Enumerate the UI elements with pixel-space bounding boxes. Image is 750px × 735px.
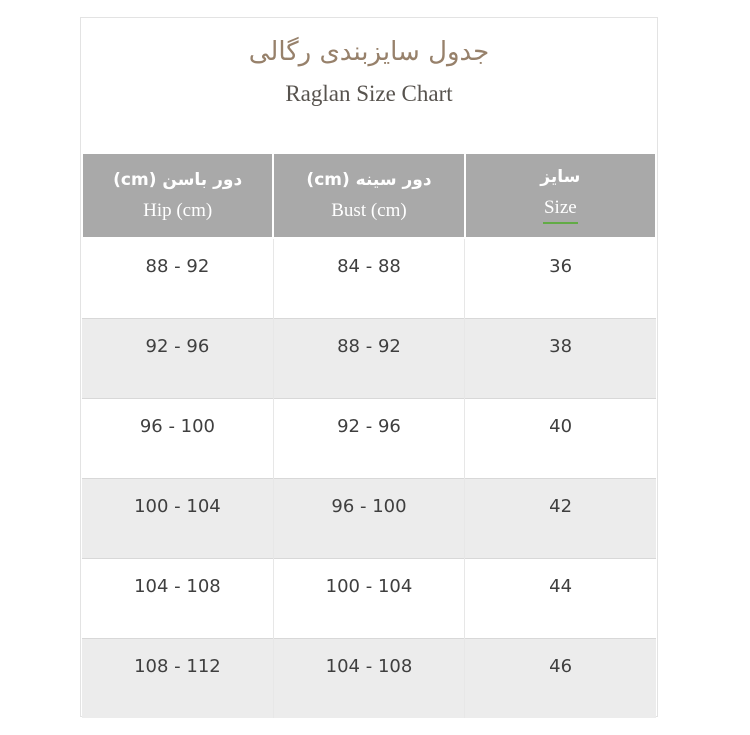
table-cell-bust: 104 - 108 xyxy=(272,637,465,718)
header-row: دور باسن (cm) Hip (cm) دور سینه (cm) Bus… xyxy=(80,152,658,239)
column-header-hip: دور باسن (cm) Hip (cm) xyxy=(80,152,275,239)
table-row: 108 - 112 104 - 108 46 xyxy=(82,637,656,718)
table-cell-size: 42 xyxy=(464,477,656,558)
size-header-persian: سایز xyxy=(540,167,581,187)
table-cell-hip: 88 - 92 xyxy=(82,237,274,318)
table-cell-hip: 92 - 96 xyxy=(82,317,274,398)
table-header: دور باسن (cm) Hip (cm) دور سینه (cm) Bus… xyxy=(80,152,658,239)
table-cell-hip: 96 - 100 xyxy=(82,397,274,478)
table-cell-size: 44 xyxy=(464,557,656,638)
table-cell-size: 46 xyxy=(464,637,656,718)
size-chart-panel: جدول سایزبندی رگالی Raglan Size Chart دو… xyxy=(80,17,658,718)
table-cell-hip: 104 - 108 xyxy=(82,557,274,638)
table-row: 100 - 104 96 - 100 42 xyxy=(82,477,656,558)
page-title-english: Raglan Size Chart xyxy=(285,81,453,106)
table-cell-size: 38 xyxy=(464,317,656,398)
table-cell-size: 40 xyxy=(464,397,656,478)
table-cell-bust: 88 - 92 xyxy=(272,317,465,398)
bust-header-persian: دور سینه (cm) xyxy=(306,169,432,190)
table-row: 96 - 100 92 - 96 40 xyxy=(82,397,656,478)
table-cell-hip: 108 - 112 xyxy=(82,637,274,718)
table-cell-size: 36 xyxy=(464,237,656,318)
size-header-english: Size xyxy=(466,197,655,224)
column-header-size: سایز Size xyxy=(463,152,658,239)
size-link[interactable]: Size xyxy=(542,197,578,224)
hip-header-english: Hip (cm) xyxy=(143,199,213,221)
size-chart-table: دور باسن (cm) Hip (cm) دور سینه (cm) Bus… xyxy=(80,152,658,718)
table-cell-hip: 100 - 104 xyxy=(82,477,274,558)
bust-header-english: Bust (cm) xyxy=(331,199,407,221)
table-row: 104 - 108 100 - 104 44 xyxy=(82,557,656,638)
table-cell-bust: 84 - 88 xyxy=(272,237,465,318)
page-title-persian: جدول سایزبندی رگالی xyxy=(248,37,490,67)
table-cell-bust: 96 - 100 xyxy=(272,477,465,558)
table-row: 88 - 92 84 - 88 36 xyxy=(82,237,656,318)
hip-header-persian: دور باسن (cm) xyxy=(113,169,243,190)
title-area: جدول سایزبندی رگالی Raglan Size Chart xyxy=(81,18,657,152)
table-row: 92 - 96 88 - 92 38 xyxy=(82,317,656,398)
table-cell-bust: 100 - 104 xyxy=(272,557,465,638)
table-cell-bust: 92 - 96 xyxy=(272,397,465,478)
table-body: 88 - 92 84 - 88 36 92 - 96 88 - 92 38 96… xyxy=(82,237,656,718)
column-header-bust: دور سینه (cm) Bust (cm) xyxy=(272,152,466,239)
